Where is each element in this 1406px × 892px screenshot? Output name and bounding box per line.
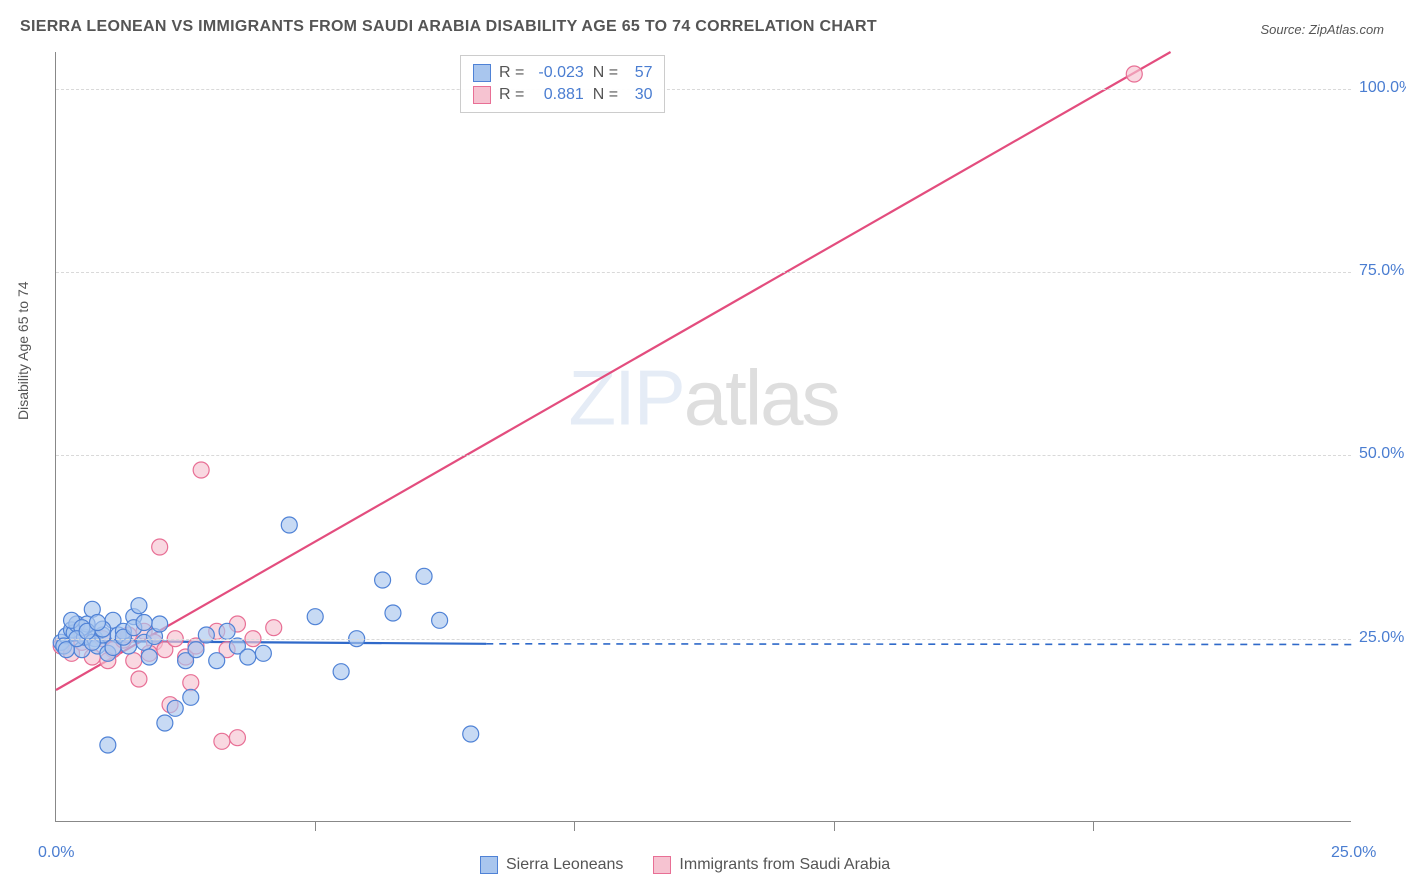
- legend-label: Sierra Leoneans: [506, 856, 623, 874]
- scatter-point-blue: [240, 649, 256, 665]
- scatter-point-blue: [100, 737, 116, 753]
- x-tick-label-left: 0.0%: [38, 844, 74, 862]
- legend-item: Sierra Leoneans: [480, 856, 623, 874]
- source-attribution: Source: ZipAtlas.com: [1260, 22, 1384, 37]
- scatter-point-blue: [255, 645, 271, 661]
- plot-area: ZIPatlas: [55, 52, 1351, 822]
- y-tick-label: 25.0%: [1359, 629, 1404, 647]
- scatter-point-blue: [463, 726, 479, 742]
- scatter-point-blue: [333, 664, 349, 680]
- scatter-point-pink: [214, 733, 230, 749]
- scatter-point-blue: [188, 642, 204, 658]
- legend-stats-box: R = -0.023 N = 57 R = 0.881 N = 30: [460, 55, 665, 113]
- scatter-point-pink: [193, 462, 209, 478]
- scatter-point-blue: [209, 653, 225, 669]
- legend-swatch: [473, 64, 491, 82]
- x-tick: [315, 821, 316, 831]
- scatter-point-blue: [375, 572, 391, 588]
- scatter-point-pink: [131, 671, 147, 687]
- gridline: [56, 455, 1351, 456]
- scatter-point-blue: [157, 715, 173, 731]
- legend-bottom: Sierra Leoneans Immigrants from Saudi Ara…: [480, 856, 890, 874]
- scatter-point-blue: [198, 627, 214, 643]
- legend-swatch: [653, 856, 671, 874]
- legend-stats-row: R = 0.881 N = 30: [473, 84, 652, 106]
- scatter-point-blue: [183, 689, 199, 705]
- legend-stats-row: R = -0.023 N = 57: [473, 62, 652, 84]
- gridline: [56, 89, 1351, 90]
- scatter-point-blue: [167, 700, 183, 716]
- gridline: [56, 639, 1351, 640]
- scatter-point-pink: [126, 653, 142, 669]
- trend-line-pink: [56, 52, 1171, 690]
- legend-label: Immigrants from Saudi Arabia: [679, 856, 890, 874]
- x-tick: [574, 821, 575, 831]
- y-axis-label: Disability Age 65 to 74: [15, 281, 31, 420]
- trend-line-blue-dashed: [486, 644, 1352, 645]
- y-tick-label: 100.0%: [1359, 79, 1406, 97]
- scatter-point-blue: [131, 598, 147, 614]
- scatter-point-pink: [1126, 66, 1142, 82]
- legend-swatch: [480, 856, 498, 874]
- scatter-point-blue: [281, 517, 297, 533]
- scatter-point-blue: [152, 616, 168, 632]
- scatter-point-blue: [136, 615, 152, 631]
- scatter-point-blue: [385, 605, 401, 621]
- scatter-point-blue: [219, 623, 235, 639]
- scatter-svg: [56, 52, 1351, 821]
- scatter-point-pink: [229, 730, 245, 746]
- legend-stats-text: R = 0.881 N = 30: [499, 86, 652, 104]
- chart-title: SIERRA LEONEAN VS IMMIGRANTS FROM SAUDI …: [20, 18, 877, 36]
- scatter-point-blue: [432, 612, 448, 628]
- x-tick: [1093, 821, 1094, 831]
- scatter-point-pink: [266, 620, 282, 636]
- scatter-point-blue: [416, 568, 432, 584]
- x-tick-label-right: 25.0%: [1331, 844, 1376, 862]
- scatter-point-blue: [141, 649, 157, 665]
- chart-container: SIERRA LEONEAN VS IMMIGRANTS FROM SAUDI …: [0, 0, 1406, 892]
- y-tick-label: 75.0%: [1359, 262, 1404, 280]
- scatter-point-pink: [183, 675, 199, 691]
- scatter-point-blue: [89, 615, 105, 631]
- legend-swatch: [473, 86, 491, 104]
- y-tick-label: 50.0%: [1359, 445, 1404, 463]
- gridline: [56, 272, 1351, 273]
- scatter-point-blue: [307, 609, 323, 625]
- scatter-point-pink: [152, 539, 168, 555]
- legend-stats-text: R = -0.023 N = 57: [499, 64, 652, 82]
- x-tick: [834, 821, 835, 831]
- legend-item: Immigrants from Saudi Arabia: [653, 856, 890, 874]
